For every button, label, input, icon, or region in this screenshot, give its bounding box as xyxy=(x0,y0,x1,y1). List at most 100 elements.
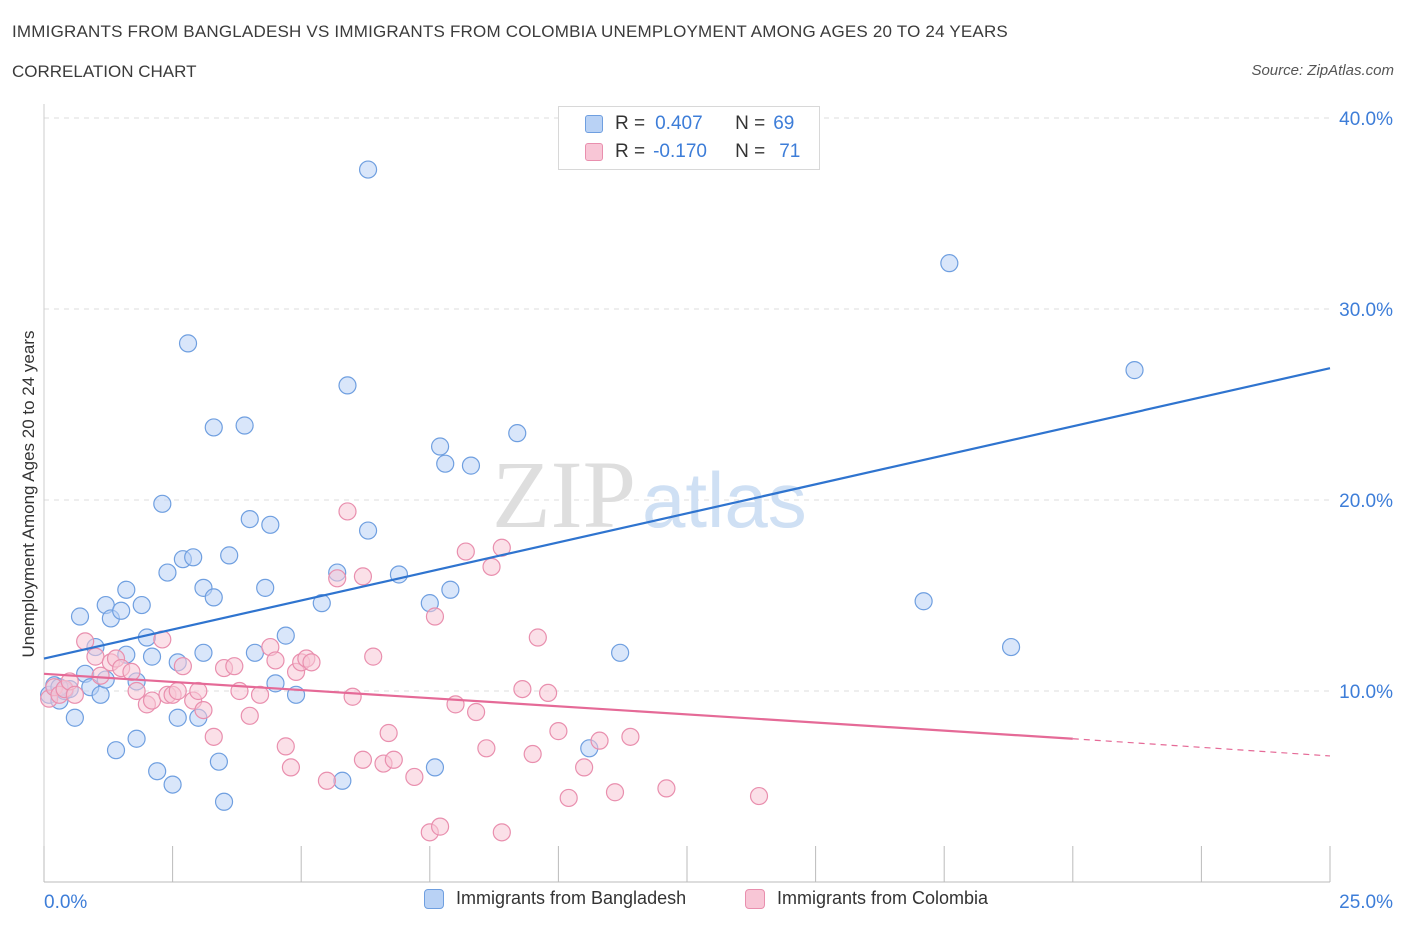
point-bangladesh xyxy=(204,418,223,437)
point-bangladesh xyxy=(163,775,182,794)
point-bangladesh xyxy=(153,494,172,513)
legend-row-bangladesh: R = 0.407 N = 69 xyxy=(585,112,794,136)
x-tick-label: 25.0% xyxy=(1339,892,1393,913)
point-bangladesh xyxy=(194,643,213,662)
legend-r-label: R = xyxy=(615,141,646,162)
point-colombia xyxy=(384,750,403,769)
watermark-zip: ZIP xyxy=(492,441,636,548)
point-colombia xyxy=(513,679,532,699)
point-bangladesh xyxy=(127,729,146,748)
point-bangladesh xyxy=(358,521,378,540)
point-bangladesh xyxy=(209,752,228,771)
chart-title: IMMIGRANTS FROM BANGLADESH VS IMMIGRANTS… xyxy=(12,22,1008,41)
series-legend-bangladesh: Immigrants from Bangladesh xyxy=(424,888,686,909)
point-colombia xyxy=(430,817,450,836)
correlation-legend: R = 0.407 N = 69 R = -0.170 N = 71 xyxy=(558,106,820,170)
point-colombia xyxy=(425,607,445,626)
point-bangladesh xyxy=(106,741,126,760)
point-bangladesh xyxy=(1125,361,1144,380)
point-colombia xyxy=(302,653,321,672)
legend-swatch-bangladesh xyxy=(585,115,603,133)
points-layer xyxy=(40,160,1144,842)
legend-n-label: N = xyxy=(735,141,766,162)
series-legend-colombia: Immigrants from Colombia xyxy=(745,888,988,909)
point-bangladesh xyxy=(425,758,445,777)
point-colombia xyxy=(559,788,578,808)
point-bangladesh xyxy=(261,515,280,534)
legend-n-value: 71 xyxy=(779,141,801,162)
point-bangladesh xyxy=(333,771,352,790)
point-colombia xyxy=(266,651,285,670)
point-colombia xyxy=(142,691,162,710)
point-bangladesh xyxy=(240,509,259,529)
series-label-colombia: Immigrants from Colombia xyxy=(777,888,989,908)
trend-layer xyxy=(43,367,1331,757)
point-colombia xyxy=(749,786,769,806)
point-colombia xyxy=(528,628,547,647)
point-colombia xyxy=(343,687,362,706)
point-bangladesh xyxy=(508,424,527,443)
point-bangladesh xyxy=(430,437,450,456)
point-bangladesh xyxy=(611,643,630,662)
trendline-bangladesh xyxy=(43,367,1331,660)
point-bangladesh xyxy=(312,594,331,613)
point-bangladesh xyxy=(91,685,110,704)
source-label: Source: ZipAtlas.com xyxy=(1251,62,1394,79)
point-bangladesh xyxy=(461,456,481,475)
point-bangladesh xyxy=(168,708,187,727)
trendline-colombia xyxy=(43,672,1073,740)
point-colombia xyxy=(317,771,337,790)
watermark-atlas: atlas xyxy=(642,456,807,544)
point-colombia xyxy=(240,706,259,725)
point-colombia xyxy=(281,758,301,777)
watermark: ZIP atlas xyxy=(492,441,807,548)
point-colombia xyxy=(590,731,609,750)
point-colombia xyxy=(225,657,244,676)
point-colombia xyxy=(621,727,640,746)
point-colombia xyxy=(364,647,383,666)
point-colombia xyxy=(276,737,295,756)
point-bangladesh xyxy=(112,601,131,620)
point-colombia xyxy=(194,700,213,720)
point-colombia xyxy=(91,666,110,685)
labels-layer: 10.0% 20.0% 30.0% 40.0% 0.0% 25.0% xyxy=(44,109,1393,913)
y-tick-label: 30.0% xyxy=(1339,300,1393,321)
point-bangladesh xyxy=(214,792,234,811)
point-colombia xyxy=(549,722,568,741)
point-colombia xyxy=(456,542,475,561)
point-bangladesh xyxy=(70,607,90,626)
point-colombia xyxy=(189,681,208,701)
point-colombia xyxy=(353,567,373,586)
point-bangladesh xyxy=(178,334,198,353)
point-colombia xyxy=(605,783,625,802)
point-colombia xyxy=(168,681,187,701)
point-colombia xyxy=(204,727,223,746)
point-colombia xyxy=(127,681,146,701)
point-bangladesh xyxy=(338,376,357,395)
point-bangladesh xyxy=(204,588,223,607)
point-colombia xyxy=(379,723,398,743)
point-bangladesh xyxy=(1001,637,1021,657)
point-colombia xyxy=(173,657,192,676)
point-colombia xyxy=(338,502,357,521)
y-tick-label: 10.0% xyxy=(1339,682,1393,703)
point-colombia xyxy=(657,779,676,798)
point-bangladesh xyxy=(184,548,203,567)
point-colombia xyxy=(405,767,424,787)
point-colombia xyxy=(466,702,486,722)
point-bangladesh xyxy=(276,626,295,645)
point-colombia xyxy=(328,569,347,588)
point-bangladesh xyxy=(220,546,239,565)
point-colombia xyxy=(353,750,373,769)
point-bangladesh xyxy=(441,580,460,599)
point-bangladesh xyxy=(235,416,254,435)
y-tick-label: 20.0% xyxy=(1339,491,1393,512)
point-bangladesh xyxy=(358,160,378,179)
point-colombia xyxy=(482,557,501,576)
series-swatch-colombia xyxy=(745,888,765,909)
point-bangladesh xyxy=(65,708,84,727)
legend-r-value: -0.170 xyxy=(653,141,707,162)
point-colombia xyxy=(122,662,141,682)
grid-layer xyxy=(44,117,1330,692)
